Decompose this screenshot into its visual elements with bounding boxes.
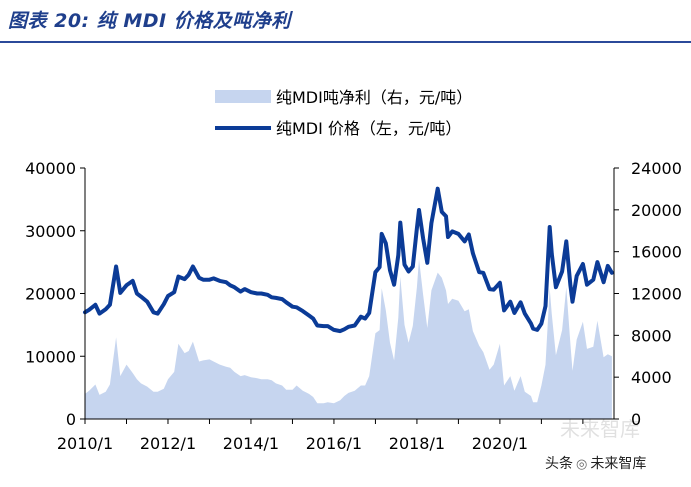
figure-title: 图表 20: 纯 MDI 价格及吨净利 [8,10,291,32]
x-tick-label: 2016/1 [306,434,362,453]
right-tick-label: 12000 [631,285,682,304]
watermark: 头条 ◎ 未来智库 [545,453,646,473]
watermark-suffix: 未来智库 [590,456,647,472]
tick-labels: 0 10000 20000 30000 40000 0 4000 8000 12000 16000… [25,159,682,453]
left-tick-label: 0 [66,410,76,429]
watermark-prefix: 头条 [545,456,573,472]
right-tick-label: 24000 [631,159,682,178]
background-watermark: 未来智库 [560,417,640,441]
right-tick-label: 4000 [631,368,672,387]
x-tick-label: 2014/1 [223,434,279,453]
legend-area-label: 纯MDI吨净利（右，元/吨） [276,88,472,107]
legend-area-swatch [215,90,271,103]
price-line-series [83,186,614,334]
right-tick-label: 8000 [631,326,672,345]
x-tick-label: 2018/1 [389,434,445,453]
left-tick-label: 40000 [25,159,76,178]
legend: 纯MDI吨净利（右，元/吨） 纯MDI 价格（左，元/吨） [215,88,472,138]
left-tick-label: 20000 [25,285,76,304]
profit-area-series [85,259,612,419]
price-line-layer [83,186,614,334]
axes [80,167,619,424]
left-tick-label: 10000 [25,347,76,366]
right-tick-label: 0 [631,410,641,429]
right-tick-label: 20000 [631,201,682,220]
profit-area-layer [85,259,612,419]
x-tick-label: 2020/1 [472,434,528,453]
title-rule [0,41,691,43]
wechat-icon: ◎ [576,457,588,472]
left-tick-label: 30000 [25,222,76,241]
right-tick-label: 16000 [631,243,682,262]
legend-line-label: 纯MDI 价格（左，元/吨） [276,119,461,138]
x-tick-label: 2012/1 [140,434,196,453]
x-tick-label: 2010/1 [57,434,113,453]
